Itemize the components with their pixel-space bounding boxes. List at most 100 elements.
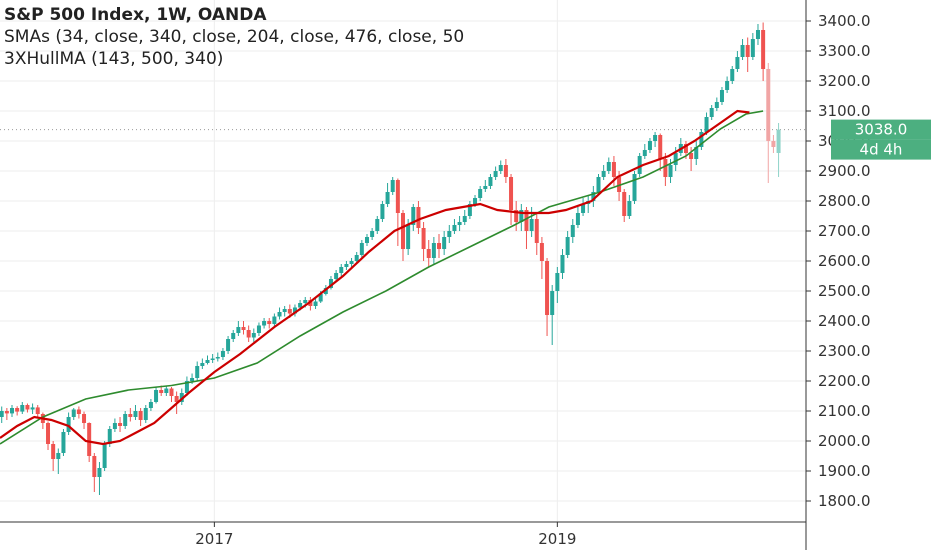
candle-body (375, 219, 380, 231)
candle-body (92, 456, 97, 477)
candle (51, 441, 56, 471)
candle-body (169, 388, 174, 396)
candle (658, 133, 663, 171)
candle-body (354, 255, 359, 261)
candle-body (51, 444, 56, 459)
candle-body (519, 210, 524, 222)
bar-countdown: 4d 4h (860, 141, 903, 159)
candle-body (689, 153, 694, 159)
candle (637, 153, 642, 177)
candle-body (159, 390, 164, 393)
y-tick-label: 2000.0 (818, 432, 871, 450)
candle-body (4, 411, 9, 414)
candle-body (452, 225, 457, 231)
candle (282, 306, 287, 317)
candle-body (529, 219, 534, 231)
candle-body (550, 291, 555, 315)
candle-body (123, 414, 128, 426)
candle-body (617, 177, 622, 192)
candle (66, 412, 71, 435)
candle (601, 165, 606, 180)
series-line-sma (0, 110, 764, 445)
candle-body (236, 327, 241, 333)
candle (375, 216, 380, 234)
candle-body (462, 216, 467, 222)
candle-body (591, 192, 596, 201)
candle (591, 186, 596, 207)
candle-body (761, 30, 766, 69)
candle-body (560, 255, 565, 273)
candle (581, 198, 586, 216)
candle-body (426, 249, 431, 258)
candle-body (776, 129, 781, 153)
candle (447, 225, 452, 243)
candle-body (256, 325, 261, 333)
candle (606, 157, 611, 174)
candle-body (545, 261, 550, 315)
moving-averages (0, 109, 764, 446)
y-tick-label: 2100.0 (818, 402, 871, 420)
candle (4, 408, 9, 420)
candle-body (174, 396, 179, 402)
candle (725, 76, 730, 93)
candle (740, 39, 745, 60)
candle (534, 213, 539, 255)
candle-body (637, 156, 642, 174)
candle (426, 240, 431, 267)
y-tick-label: 2200.0 (818, 372, 871, 390)
candle (262, 318, 267, 329)
candle (35, 405, 40, 419)
candle-body (15, 408, 20, 412)
candle-body (411, 207, 416, 225)
y-tick-label: 2400.0 (818, 312, 871, 330)
candle-body (606, 162, 611, 171)
candle (719, 87, 724, 105)
candle-body (200, 363, 205, 366)
candle-body (524, 210, 529, 231)
candle (0, 406, 4, 423)
candle-body (730, 69, 735, 81)
candle-body (267, 321, 272, 324)
candle-body (421, 228, 426, 249)
candle-body (118, 423, 123, 426)
candle-body (401, 213, 405, 249)
candle-body (714, 102, 719, 108)
candle (25, 403, 30, 413)
candle-body (272, 316, 277, 324)
candle (370, 228, 375, 240)
candle (215, 352, 220, 362)
candle-body (334, 273, 339, 279)
chart-title[interactable]: S&P 500 Index, 1W, OANDA (4, 5, 267, 25)
candle (483, 180, 488, 192)
candle (714, 97, 719, 111)
candle-body (287, 309, 292, 314)
candle (359, 240, 364, 258)
candle-body (349, 261, 354, 264)
hull-indicator-label[interactable]: 3XHullMA (143, 500, 340) (4, 49, 224, 69)
y-tick-label: 2800.0 (818, 192, 871, 210)
y-tick-label: 2600.0 (818, 252, 871, 270)
candle-body (133, 411, 138, 417)
candle-body (210, 358, 215, 360)
candle (452, 219, 457, 234)
candle-body (364, 237, 369, 243)
candle (550, 285, 555, 345)
candle (61, 429, 66, 456)
candle-body (35, 407, 40, 414)
candle-body (719, 90, 724, 102)
candle-body (622, 192, 627, 216)
candle-body (416, 207, 421, 228)
sma-indicator-label[interactable]: SMAs (34, close, 340, close, 204, close,… (4, 27, 465, 47)
grid (0, 0, 806, 522)
candle (246, 325, 251, 342)
candle (442, 231, 447, 255)
candle (467, 201, 472, 219)
candle (251, 328, 256, 342)
candle-body (226, 339, 231, 351)
candle-body (231, 333, 236, 339)
candle-body (575, 213, 580, 225)
candle-body (82, 414, 87, 423)
candle-body (323, 288, 328, 294)
candle (647, 138, 652, 153)
